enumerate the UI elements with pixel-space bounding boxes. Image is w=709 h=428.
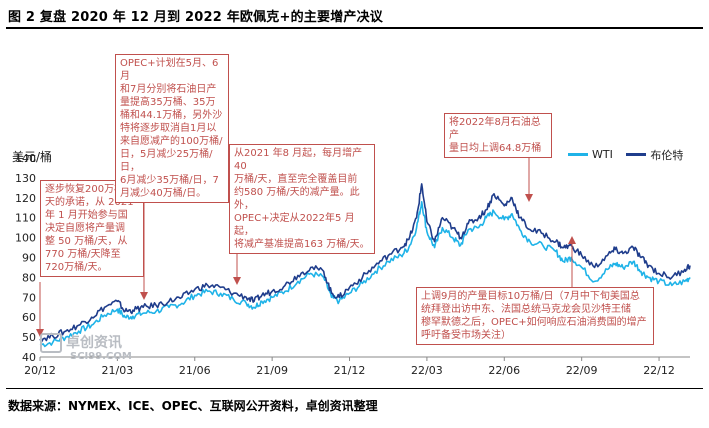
y-tick-label: 70 [22,291,36,304]
watermark-text: 卓创资讯 [66,335,122,351]
source-rule [6,388,703,389]
y-tick-label: 40 [22,351,36,364]
legend-swatch-wti [568,153,588,156]
y-tick-label: 80 [22,271,36,284]
legend-label-brent: 布伦特 [650,148,684,162]
title-rule [6,27,703,29]
data-source: 数据来源：NYMEX、ICE、OPEC、互联网公开资料，卓创资讯整理 [8,399,378,413]
legend-label-wti: WTI [592,148,613,161]
annotation-5: 上调9月的产量目标10万桶/日（7月中下旬美国总 统拜登出访中东、法国总统马克龙… [416,287,654,345]
series-line-wti [39,201,691,348]
x-tick-label: 22/09 [566,364,598,377]
legend-item-brent: 布伦特 [626,147,683,163]
y-axis-unit: 美元/桶 [12,150,53,164]
y-tick-label: 50 [22,331,36,344]
x-tick-label: 22/03 [411,364,443,377]
annotation-3: 从2021 年8 月起，每月增产40 万桶/天，直至完全覆盖目前 约580 万桶… [229,144,375,254]
chart-legend: WTI 布伦特 [568,146,693,163]
watermark-logo-icon [40,333,62,353]
x-tick-label: 21/12 [334,364,366,377]
series-layer [39,183,691,348]
figure-title: 图 2 复盘 2020 年 12 月到 2022 年欧佩克+的主要增产决议 [8,10,383,25]
x-tick-label: 21/09 [256,364,288,377]
x-tick-label: 21/03 [102,364,134,377]
y-tick-label: 90 [22,252,36,265]
y-tick-label: 130 [15,172,36,185]
y-tick-label: 100 [15,232,36,245]
y-tick-label: 110 [15,212,36,225]
y-tick-label: 120 [15,192,36,205]
watermark-sub: SCI99.COM [70,351,132,362]
annotation-4: 将2022年8月石油总产 量日均上调64.8万桶 [444,113,552,158]
x-tick-label: 21/06 [179,364,211,377]
x-tick-label: 22/12 [643,364,675,377]
legend-item-wti: WTI [568,148,613,161]
watermark: 卓创资讯 SCI99.COM [40,332,132,362]
legend-swatch-brent [626,153,647,156]
series-line-brent [39,183,691,343]
annotation-2: OPEC+计划在5月、6月 和7月分别将石油日产 量提高35万桶、35万 桶和4… [115,54,229,203]
y-tick-label: 140 [15,152,36,165]
y-tick-label: 60 [22,311,36,324]
axis-layer: 40 50 60 70 80 90 100 110 120 130 140 20/12 21/03 21/… [15,152,690,377]
x-tick-label: 22/06 [488,364,520,377]
x-tick-label: 20/12 [24,364,56,377]
